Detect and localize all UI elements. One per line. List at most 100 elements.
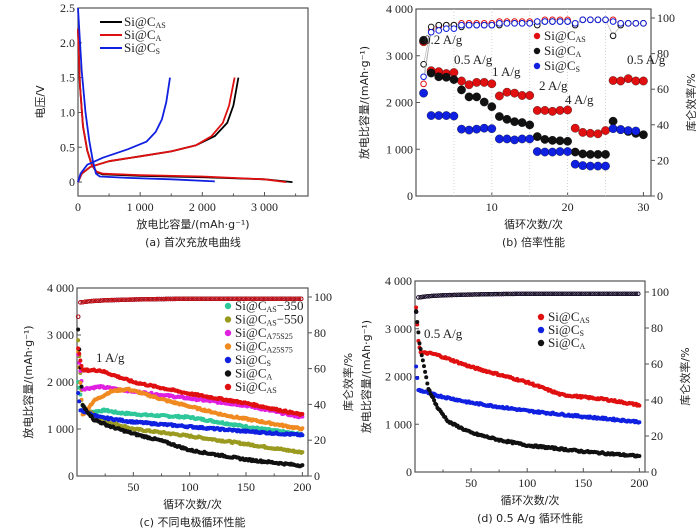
efficiency-point bbox=[562, 291, 567, 296]
y-tick-label: 4 000 bbox=[386, 2, 413, 16]
y-tick-label: 0 bbox=[69, 175, 75, 189]
efficiency-point bbox=[105, 298, 110, 303]
capacity-point-s bbox=[540, 147, 550, 157]
legend-item: Si@CS bbox=[533, 58, 580, 74]
efficiency-point bbox=[292, 296, 297, 301]
efficiency-point bbox=[496, 291, 502, 297]
capacity-point bbox=[427, 388, 432, 393]
efficiency-point bbox=[443, 293, 448, 298]
capacity-point-a bbox=[510, 117, 519, 127]
efficiency-point-a bbox=[435, 21, 443, 29]
efficiency-point bbox=[274, 296, 279, 301]
efficiency-point bbox=[546, 291, 551, 296]
y2-tick-label: 20 bbox=[651, 429, 663, 443]
y-tick-label: 2 000 bbox=[385, 370, 412, 384]
efficiency-point bbox=[269, 296, 275, 301]
efficiency-point bbox=[624, 291, 630, 296]
capacity-point-s bbox=[441, 111, 451, 120]
efficiency-point bbox=[188, 296, 194, 301]
capacity-point-s bbox=[464, 125, 474, 135]
capacity-point bbox=[415, 319, 420, 324]
efficiency-point bbox=[206, 296, 212, 301]
efficiency-point bbox=[287, 296, 293, 301]
x-tick-label: 100 bbox=[518, 476, 536, 490]
efficiency-point bbox=[80, 300, 85, 305]
legend-label: Si@CAS bbox=[124, 14, 166, 30]
y-tick-label: 1 000 bbox=[47, 422, 74, 436]
efficiency-point bbox=[172, 296, 178, 302]
efficiency-point bbox=[114, 297, 119, 303]
y-axis-label: 放电比容量/(mAh·g⁻¹) bbox=[21, 325, 35, 438]
efficiency-point bbox=[636, 291, 641, 296]
efficiency-point bbox=[575, 291, 580, 296]
efficiency-point bbox=[152, 296, 157, 302]
y2-axis-label: 库仑效率/% bbox=[684, 73, 696, 131]
efficiency-point bbox=[508, 291, 513, 297]
efficiency-point bbox=[568, 291, 574, 296]
capacity-point-as bbox=[495, 91, 504, 101]
efficiency-point bbox=[193, 296, 198, 301]
efficiency-point-s bbox=[624, 20, 632, 27]
efficiency-point-s bbox=[473, 21, 480, 29]
y-tick-label: 2.0 bbox=[60, 36, 75, 50]
capacity-point-s bbox=[502, 134, 512, 144]
efficiency-point bbox=[620, 291, 625, 296]
efficiency-point bbox=[125, 297, 130, 302]
capacity-point-as bbox=[548, 107, 557, 116]
efficiency-point bbox=[150, 296, 155, 302]
efficiency-point bbox=[299, 296, 304, 301]
efficiency-point bbox=[631, 291, 636, 296]
x-tick-label: 0 bbox=[75, 200, 81, 214]
efficiency-point bbox=[436, 293, 441, 298]
efficiency-point-s bbox=[571, 20, 579, 27]
legend-marker bbox=[533, 62, 541, 70]
efficiency-point bbox=[130, 297, 135, 302]
efficiency-point bbox=[422, 294, 428, 299]
y-axis-label: 放电比容量/(mAh·g⁻¹) bbox=[357, 46, 371, 159]
capacity-point-s bbox=[578, 161, 588, 170]
y2-tick-label: 40 bbox=[651, 393, 663, 407]
panel-caption: (c) 不同电极循环性能 bbox=[139, 515, 245, 529]
capacity-point-a bbox=[639, 130, 648, 140]
capacity-point bbox=[414, 305, 419, 310]
legend-subscript: AS bbox=[575, 35, 585, 44]
efficiency-point bbox=[229, 296, 234, 301]
efficiency-point bbox=[283, 296, 288, 301]
efficiency-point bbox=[438, 293, 444, 298]
capacity-point bbox=[79, 384, 84, 389]
efficiency-point bbox=[595, 291, 601, 296]
legend-item: Si@CAS bbox=[533, 28, 586, 44]
capacity-point bbox=[300, 412, 305, 417]
efficiency-point-a bbox=[609, 32, 617, 40]
efficiency-point bbox=[501, 291, 506, 297]
capacity-point bbox=[637, 403, 642, 408]
capacity-point-a bbox=[578, 149, 588, 159]
efficiency-point bbox=[148, 297, 153, 302]
rate-annotation: 2 A/g bbox=[539, 78, 568, 93]
legend-label: Si@CAS bbox=[548, 309, 590, 325]
x-tick-label: 50 bbox=[465, 476, 477, 490]
capacity-point-as bbox=[532, 106, 542, 115]
efficiency-point bbox=[233, 296, 239, 301]
efficiency-point bbox=[116, 297, 121, 303]
efficiency-point bbox=[425, 294, 430, 299]
efficiency-point bbox=[204, 296, 209, 301]
efficiency-point bbox=[276, 296, 281, 301]
efficiency-point bbox=[550, 291, 556, 296]
x-tick-label: 100 bbox=[181, 480, 199, 494]
x-axis-label: 循环次数/次 bbox=[504, 217, 563, 231]
capacity-series-1 bbox=[414, 364, 642, 425]
efficiency-point bbox=[109, 297, 115, 303]
y2-tick-label: 20 bbox=[314, 433, 326, 447]
efficiency-point bbox=[202, 296, 207, 301]
efficiency-point-s bbox=[427, 28, 435, 36]
efficiency-point bbox=[431, 293, 437, 299]
efficiency-point bbox=[111, 297, 117, 303]
capacity-point-s bbox=[510, 135, 519, 145]
efficiency-point bbox=[579, 291, 585, 296]
legend-marker bbox=[224, 370, 232, 377]
efficiency-point bbox=[256, 296, 261, 301]
efficiency-point-s bbox=[480, 21, 488, 29]
efficiency-point bbox=[265, 296, 270, 301]
efficiency-point bbox=[499, 291, 504, 297]
